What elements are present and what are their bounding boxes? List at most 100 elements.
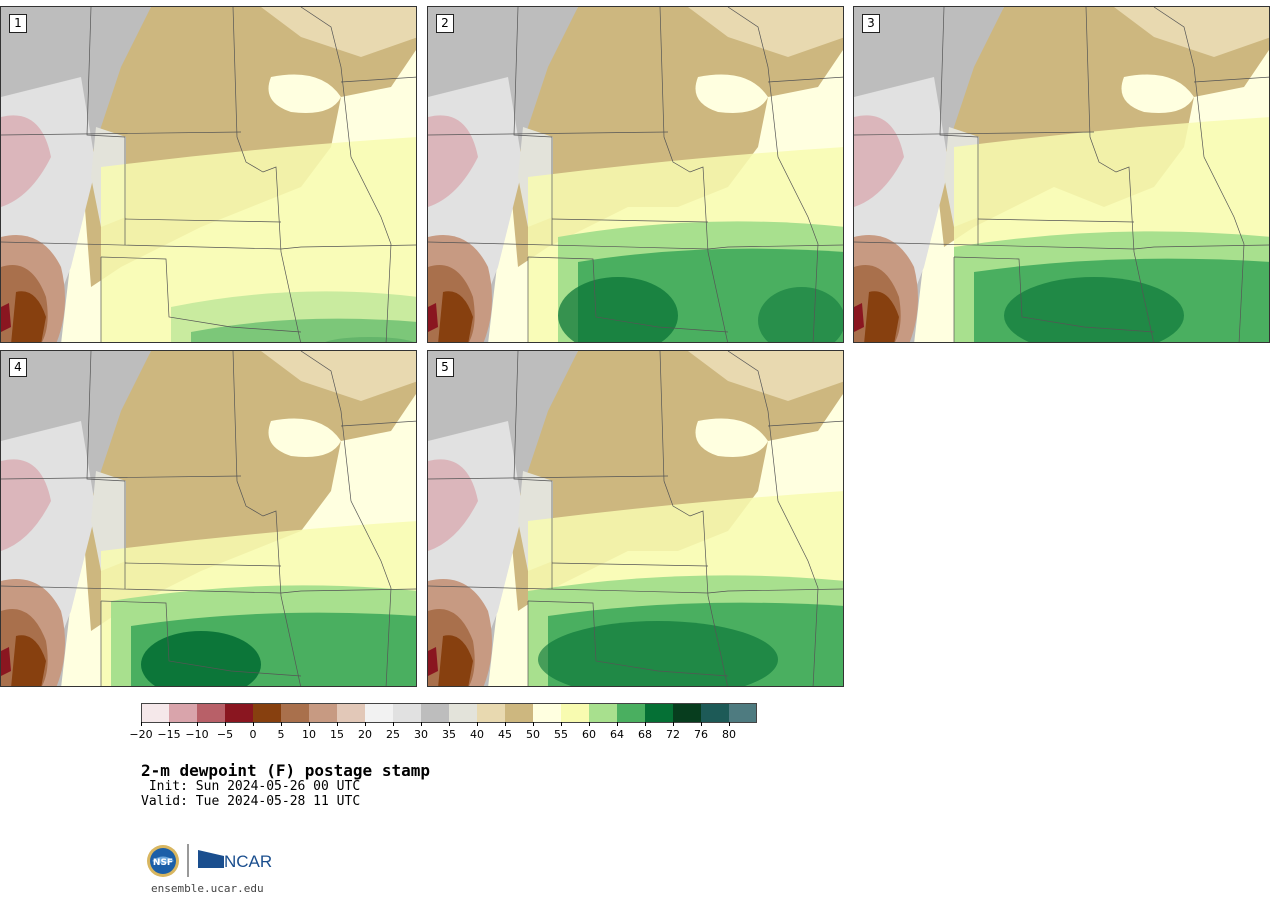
colorbar-tick-label: 25	[386, 728, 400, 741]
dewpoint-map-4	[1, 351, 416, 686]
colorbar-tick-label: 80	[722, 728, 736, 741]
nsf-logo-text: NSF	[153, 858, 173, 868]
panel-label: 5	[436, 358, 454, 377]
colorbar-tick-mark	[169, 722, 170, 726]
map-fields	[854, 7, 1269, 342]
colorbar-tick-mark	[421, 722, 422, 726]
panel-label: 2	[436, 14, 454, 33]
colorbar-tick-label: −20	[129, 728, 153, 741]
colorbar-tick-label: 30	[414, 728, 428, 741]
colorbar-tick-label: 5	[277, 728, 285, 741]
map-fields	[428, 7, 843, 342]
colorbar-tick-label: 76	[694, 728, 708, 741]
colorbar-swatch	[169, 703, 197, 723]
colorbar-swatch	[617, 703, 645, 723]
panel-label: 4	[9, 358, 27, 377]
colorbar-swatch	[309, 703, 337, 723]
state-borders	[428, 7, 843, 342]
colorbar-tick-mark	[197, 722, 198, 726]
colorbar-tick-label: 72	[666, 728, 680, 741]
site-url: ensemble.ucar.edu	[151, 882, 264, 895]
init-time: Init: Sun 2024-05-26 00 UTC	[141, 779, 361, 794]
colorbar-tick-label: 60	[582, 728, 596, 741]
panel-label: 1	[9, 14, 27, 33]
colorbar	[141, 703, 757, 723]
colorbar-tick-label: −10	[185, 728, 209, 741]
colorbar-swatch	[645, 703, 673, 723]
ncar-logo-text: NCAR	[224, 852, 272, 871]
colorbar-tick-label: 35	[442, 728, 456, 741]
stamp-panel-5[interactable]: 5	[427, 350, 844, 687]
colorbar-tick-mark	[141, 722, 142, 726]
colorbar-tick-label: 55	[554, 728, 568, 741]
colorbar-tick-mark	[617, 722, 618, 726]
colorbar-swatch	[701, 703, 729, 723]
colorbar-tick-mark	[309, 722, 310, 726]
colorbar-tick-label: 45	[498, 728, 512, 741]
state-borders	[1, 351, 416, 686]
panel-label: 3	[862, 14, 880, 33]
map-fields	[428, 351, 843, 686]
colorbar-tick-mark	[393, 722, 394, 726]
colorbar-swatch	[673, 703, 701, 723]
colorbar-swatch	[729, 703, 757, 723]
stamp-panel-1[interactable]: 1	[0, 6, 417, 343]
stamp-panel-4[interactable]: 4	[0, 350, 417, 687]
dewpoint-map-5	[428, 351, 843, 686]
colorbar-tick-mark	[701, 722, 702, 726]
colorbar-tick-label: −15	[157, 728, 181, 741]
colorbar-tick-mark	[225, 722, 226, 726]
colorbar-ticks: −20 −15 −10 −5 0 5 10 15 20 25 30 35 40 45 50 55 60 64 68 7…	[129, 722, 781, 742]
colorbar-tick-mark	[365, 722, 366, 726]
colorbar-swatch	[533, 703, 561, 723]
colorbar-tick-mark	[589, 722, 590, 726]
state-borders	[428, 351, 843, 686]
colorbar-tick-label: 68	[638, 728, 652, 741]
stamp-panel-3[interactable]: 3	[853, 6, 1270, 343]
map-fields	[1, 351, 416, 686]
colorbar-tick-mark	[505, 722, 506, 726]
colorbar-tick-label: 40	[470, 728, 484, 741]
colorbar-swatch	[421, 703, 449, 723]
colorbar-tick-label: 20	[358, 728, 372, 741]
sponsor-logos: NSF NCAR	[147, 844, 272, 877]
dewpoint-map-2	[428, 7, 843, 342]
colorbar-tick-label: 64	[610, 728, 624, 741]
colorbar-swatch	[505, 703, 533, 723]
colorbar-tick-mark	[673, 722, 674, 726]
valid-time: Valid: Tue 2024-05-28 11 UTC	[141, 794, 361, 809]
colorbar-tick-mark	[533, 722, 534, 726]
colorbar-tick-mark	[729, 722, 730, 726]
colorbar-swatch	[337, 703, 365, 723]
colorbar-tick-label: 15	[330, 728, 344, 741]
colorbar-swatch	[141, 703, 169, 723]
colorbar-tick-label: 0	[249, 728, 257, 741]
colorbar-swatch	[561, 703, 589, 723]
ncar-logo: NCAR	[198, 850, 272, 871]
colorbar-swatch	[449, 703, 477, 723]
colorbar-tick-mark	[449, 722, 450, 726]
colorbar-tick-mark	[561, 722, 562, 726]
nsf-logo: NSF	[147, 845, 179, 877]
dewpoint-map-3	[854, 7, 1269, 342]
state-borders	[1, 7, 416, 342]
colorbar-swatch	[477, 703, 505, 723]
chart-title: 2-m dewpoint (F) postage stamp	[141, 761, 430, 780]
state-borders	[854, 7, 1269, 342]
colorbar-tick-mark	[477, 722, 478, 726]
map-fields	[1, 7, 416, 342]
colorbar-swatch	[281, 703, 309, 723]
stamp-panel-2[interactable]: 2	[427, 6, 844, 343]
colorbar-swatch	[253, 703, 281, 723]
colorbar-swatch	[365, 703, 393, 723]
colorbar-tick-mark	[645, 722, 646, 726]
dewpoint-map-1	[1, 7, 416, 342]
colorbar-tick-label: −5	[216, 728, 234, 741]
colorbar-swatch	[589, 703, 617, 723]
colorbar-swatch	[393, 703, 421, 723]
colorbar-tick-mark	[337, 722, 338, 726]
colorbar-swatch	[197, 703, 225, 723]
colorbar-tick-mark	[253, 722, 254, 726]
colorbar-tick-label: 50	[526, 728, 540, 741]
colorbar-tick-mark	[281, 722, 282, 726]
